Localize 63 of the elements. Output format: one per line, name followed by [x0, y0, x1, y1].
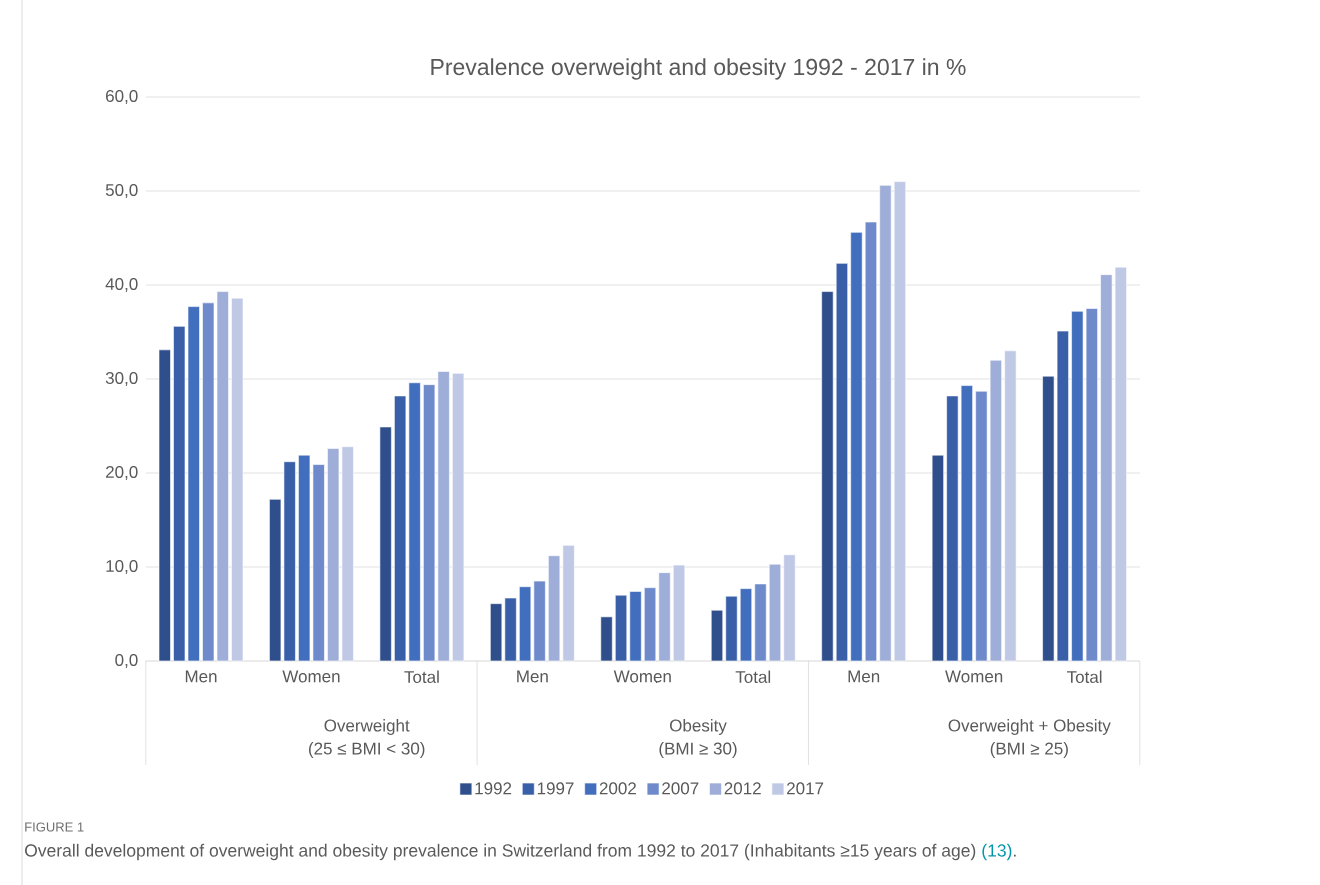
text: Overall development of overweight and obesity prevalence in Switzerland from 1992 to 2017 (Inhabitants ≥15 years of age) — [25, 843, 976, 861]
x-tick-label: Total — [404, 670, 439, 684]
legend-label: 1997 — [537, 782, 574, 795]
bar — [783, 554, 796, 662]
y-tick-label: 30,0 — [105, 371, 138, 387]
y-tick-label: 60,0 — [106, 89, 138, 105]
y-tick-label: 20,0 — [106, 465, 138, 481]
bar — [600, 616, 613, 662]
bar — [768, 563, 782, 662]
y-tick-label: 0,0 — [115, 653, 138, 669]
bar — [725, 595, 738, 662]
legend-label: 1992 — [475, 782, 512, 795]
text: Overweight + Obesity — [948, 719, 1111, 735]
bar — [643, 587, 657, 662]
x-tick-label: Women — [282, 670, 340, 683]
text: (BMI ≥ 25) — [990, 742, 1068, 758]
bar — [1004, 350, 1017, 662]
y-tick-label: 40,0 — [105, 277, 138, 293]
text: Overweight — [324, 719, 410, 735]
bar — [739, 588, 753, 662]
bar — [504, 597, 517, 662]
text: Obesity — [670, 719, 727, 735]
bar — [931, 454, 944, 662]
bar — [614, 594, 628, 662]
bar — [379, 426, 392, 662]
bar — [629, 591, 642, 662]
x-tick-label: Women — [613, 670, 671, 683]
bar — [821, 291, 834, 662]
text: . — [1014, 854, 1016, 857]
text: (25 ≤ BMI < 30) — [309, 742, 425, 758]
legend-label: 2002 — [599, 782, 636, 795]
bar — [835, 263, 848, 662]
x-tick-label: Men — [185, 670, 217, 683]
bar — [893, 181, 906, 662]
x-tick-label: Men — [517, 670, 548, 683]
text: (BMI ≥ 30) — [659, 742, 737, 758]
bar — [850, 232, 863, 662]
x-tick-label: Total — [1067, 670, 1102, 684]
bar — [754, 583, 767, 662]
bar — [490, 603, 503, 662]
bar — [548, 555, 561, 662]
bar — [864, 221, 877, 662]
chart-title: Prevalence overweight and obesity 1992 - 2017 in % — [431, 58, 966, 80]
bar — [519, 586, 532, 662]
bar — [231, 297, 244, 662]
bar — [710, 609, 724, 662]
legend-label: 2012 — [724, 782, 761, 795]
bar — [158, 349, 171, 662]
legend-label: 2007 — [662, 782, 699, 795]
bar — [452, 373, 465, 662]
bar — [673, 564, 686, 662]
x-tick-label: Total — [735, 670, 771, 684]
bar — [658, 572, 671, 662]
x-tick-label: Women — [945, 670, 1003, 683]
caption: FIGURE 1 — [25, 822, 84, 832]
x-tick-label: Men — [848, 670, 880, 683]
bar — [533, 580, 546, 662]
y-tick-label: 50,0 — [105, 183, 138, 199]
y-tick-label: 10,0 — [106, 559, 138, 575]
text: (13) — [982, 843, 1012, 861]
bar — [879, 185, 892, 662]
legend-label: 2017 — [787, 782, 824, 795]
bar — [562, 545, 575, 662]
